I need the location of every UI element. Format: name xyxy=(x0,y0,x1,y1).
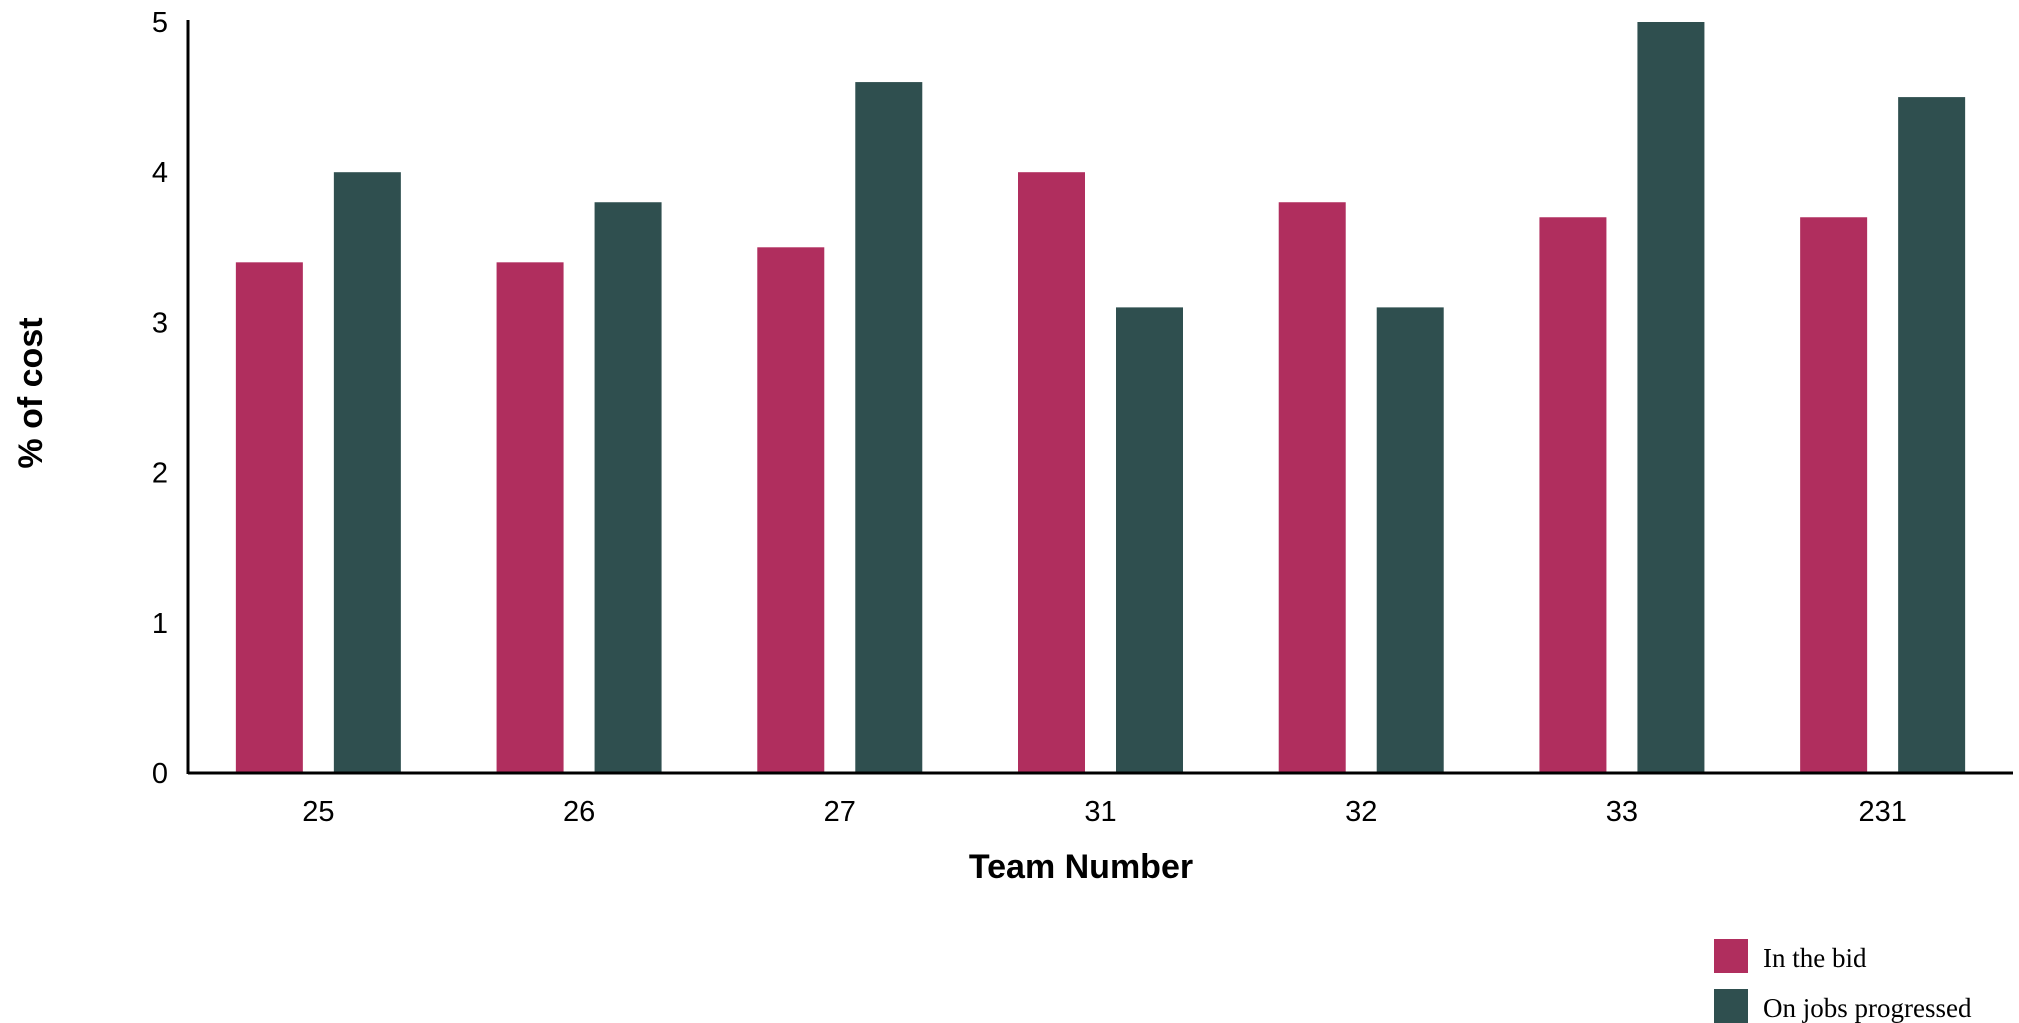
bar-on-jobs-progressed-33 xyxy=(1637,22,1705,773)
y-tick-label: 0 xyxy=(152,758,168,790)
y-tick-label: 5 xyxy=(152,7,168,39)
bars xyxy=(235,22,1966,774)
bar-in-the-bid-231 xyxy=(1800,217,1868,773)
bar-on-jobs-progressed-25 xyxy=(333,172,401,773)
bar-on-jobs-progressed-231 xyxy=(1898,97,1966,774)
bar-on-jobs-progressed-27 xyxy=(855,82,923,773)
x-tick-label: 33 xyxy=(1606,796,1638,828)
legend-label: On jobs progressed xyxy=(1763,993,1972,1023)
x-tick-label: 31 xyxy=(1084,796,1116,828)
bar-on-jobs-progressed-32 xyxy=(1376,307,1444,773)
bar-in-the-bid-31 xyxy=(1018,172,1085,773)
legend-label: In the bid xyxy=(1763,943,1867,973)
y-axis-title: % of cost xyxy=(12,317,50,468)
bar-in-the-bid-25 xyxy=(235,262,303,773)
y-tick-label: 1 xyxy=(152,608,168,640)
bar-on-jobs-progressed-26 xyxy=(594,202,662,774)
x-tick-label: 25 xyxy=(302,796,334,828)
x-axis-title: Team Number xyxy=(969,848,1193,886)
bar-in-the-bid-27 xyxy=(757,247,825,774)
bar-in-the-bid-33 xyxy=(1539,217,1607,773)
legend-swatch xyxy=(1714,939,1748,973)
x-tick-label: 27 xyxy=(824,796,856,828)
x-tick-label: 32 xyxy=(1345,796,1377,828)
y-tick-label: 4 xyxy=(152,157,168,189)
x-tick-label: 26 xyxy=(563,796,595,828)
bar-in-the-bid-26 xyxy=(496,262,564,773)
y-tick-label: 3 xyxy=(152,307,168,339)
x-axis-ticks: 25 26 27 31 32 33 231 xyxy=(302,796,1907,828)
legend: In the bid On jobs progressed xyxy=(1714,939,1972,1023)
legend-swatch xyxy=(1714,989,1748,1023)
y-tick-label: 2 xyxy=(152,458,168,490)
x-tick-label: 231 xyxy=(1858,796,1906,828)
bar-on-jobs-progressed-31 xyxy=(1116,307,1183,773)
bar-in-the-bid-32 xyxy=(1278,202,1346,774)
y-axis-ticks: 0 1 2 3 4 5 xyxy=(152,7,168,790)
